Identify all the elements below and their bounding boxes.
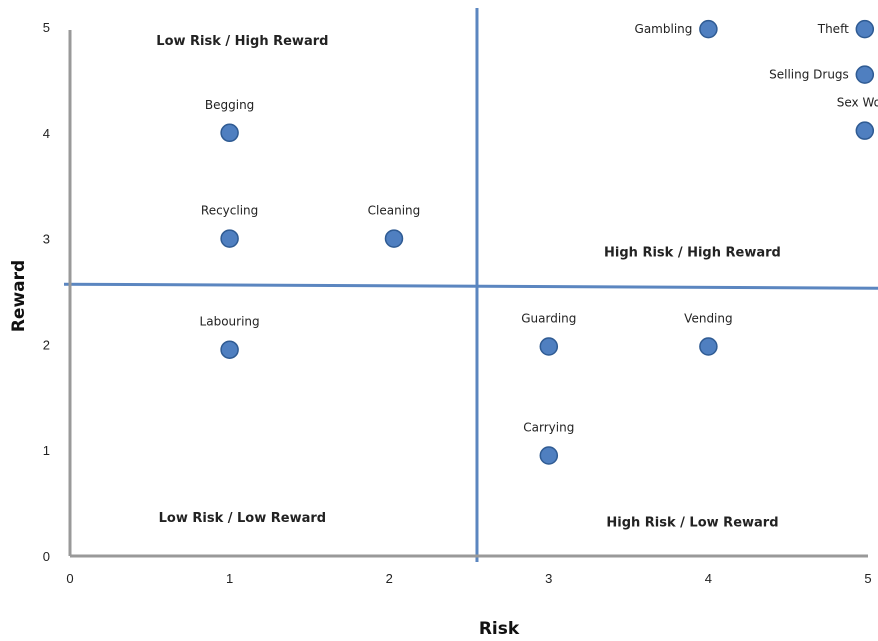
- quadrant-dividers: [63, 8, 878, 562]
- data-point: [220, 229, 239, 248]
- data-point: [220, 123, 239, 143]
- point-label: Selling Drugs: [769, 68, 849, 82]
- data-point: [384, 229, 404, 248]
- x-tick-label: 4: [705, 571, 712, 586]
- y-axis-title: Reward: [9, 260, 29, 332]
- quadrant-label: Low Risk / Low Reward: [159, 511, 326, 526]
- x-axis-title: Risk: [479, 619, 520, 639]
- data-points: Begging Recycling Cleaning Labouring Guardin…: [200, 19, 878, 465]
- point-label: Labouring: [200, 315, 260, 329]
- quadrant-labels: Low Risk / High Reward High Risk / High R…: [156, 34, 781, 530]
- x-tick-label: 0: [66, 571, 73, 586]
- point-label: Sex Work: [837, 96, 878, 110]
- y-tick-label: 5: [43, 20, 50, 35]
- quadrant-label: Low Risk / High Reward: [156, 34, 328, 49]
- quadrant-label: High Risk / High Reward: [604, 246, 781, 261]
- data-point: [855, 19, 875, 39]
- data-point: [855, 121, 875, 140]
- data-point: [539, 337, 559, 356]
- tick-labels: 0 1 2 3 4 5 0 1 2 3 4 5: [43, 20, 872, 586]
- data-point: [855, 65, 875, 84]
- point-label: Carrying: [523, 420, 574, 434]
- x-tick-label: 5: [864, 571, 871, 586]
- horizontal-divider: [63, 282, 878, 290]
- axes: [68, 30, 868, 558]
- y-tick-label: 2: [43, 337, 50, 352]
- point-label: Theft: [817, 22, 849, 36]
- point-label: Gambling: [635, 22, 693, 36]
- y-tick-label: 1: [43, 443, 50, 458]
- data-point: [699, 337, 718, 356]
- point-label: Vending: [684, 312, 732, 326]
- point-label: Begging: [205, 98, 254, 112]
- y-tick-label: 3: [43, 232, 50, 247]
- y-tick-label: 4: [43, 126, 50, 141]
- point-label: Guarding: [521, 312, 576, 326]
- point-label: Recycling: [201, 204, 258, 218]
- y-tick-label: 0: [43, 549, 50, 564]
- data-point: [539, 446, 559, 465]
- x-tick-label: 1: [226, 571, 233, 586]
- point-label: Cleaning: [368, 204, 421, 218]
- quadrant-label: High Risk / Low Reward: [606, 515, 778, 530]
- x-tick-label: 2: [386, 571, 393, 586]
- data-point: [699, 19, 718, 39]
- data-point: [220, 340, 239, 359]
- x-tick-label: 3: [545, 571, 552, 586]
